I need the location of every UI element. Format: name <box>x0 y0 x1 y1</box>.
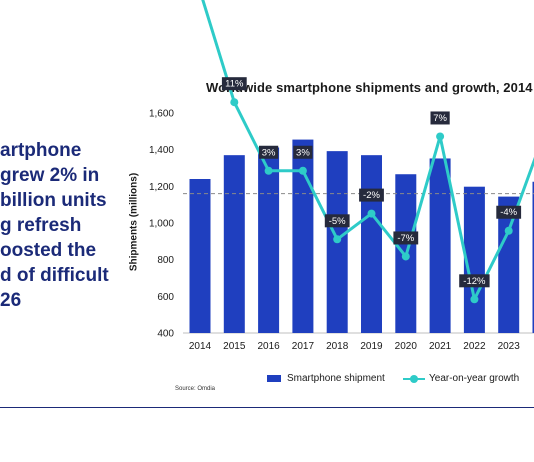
legend-label-shipment: Smartphone shipment <box>287 373 385 384</box>
legend-item-growth: Year-on-year growth <box>403 373 519 384</box>
growth-label: -2% <box>363 190 380 201</box>
x-tick-label: 2015 <box>223 341 246 352</box>
growth-label: 11% <box>225 79 244 90</box>
x-tick-label: 2016 <box>257 341 280 352</box>
growth-point <box>367 209 376 218</box>
headline-text: artphone grew 2% in billion units g refr… <box>0 138 150 313</box>
chart-svg: 400 600 800 1,000 1,200 1,400 1,600 2014 2015 201… <box>149 0 534 352</box>
bar <box>463 186 485 333</box>
y-tick-label: 1,200 <box>149 182 174 193</box>
growth-label: -12% <box>463 276 486 287</box>
growth-label-box <box>393 231 419 245</box>
bar <box>361 155 382 333</box>
source-note: Source: Omdia <box>175 386 216 392</box>
growth-point <box>504 226 513 235</box>
bar <box>532 181 534 333</box>
y-tick-label: 1,000 <box>149 219 174 230</box>
growth-label: -4% <box>500 207 517 218</box>
headline-line: billion units <box>0 190 107 211</box>
x-tick-label: 2019 <box>360 341 383 352</box>
legend-label-growth: Year-on-year growth <box>429 373 520 384</box>
bar <box>258 147 280 333</box>
growth-label-box <box>496 205 522 219</box>
growth-label: 7% <box>433 113 447 124</box>
headline-line: oosted the <box>0 240 97 261</box>
growth-point <box>333 235 342 244</box>
headline-line: g refresh <box>0 215 82 236</box>
growth-point <box>230 98 239 107</box>
growth-label: 3% <box>296 147 310 158</box>
growth-label-box <box>430 111 450 125</box>
bar <box>498 196 520 333</box>
legend-swatch-bar <box>267 375 281 382</box>
bar <box>429 158 451 333</box>
bar <box>189 179 211 333</box>
x-tick-label: 2020 <box>395 341 418 352</box>
y-tick-label: 800 <box>157 255 174 266</box>
headline-line: grew 2% in <box>0 165 100 186</box>
y-tick-label: 1,400 <box>149 145 174 156</box>
headline-line: 26 <box>0 290 22 311</box>
x-tick-label: 2017 <box>292 341 315 352</box>
growth-label-box <box>324 214 350 228</box>
x-tick-label: 2023 <box>498 341 521 352</box>
chart-title: Worldwide smartphone shipments and growt… <box>206 80 534 95</box>
x-tick-label: 2021 <box>429 341 452 352</box>
growth-label-box <box>293 145 313 159</box>
growth-label-box <box>459 274 490 288</box>
y-tick-label: 400 <box>157 329 174 340</box>
bottom-divider <box>0 407 534 408</box>
x-tick-label: 2014 <box>189 341 212 352</box>
growth-label: -7% <box>397 233 414 244</box>
bar <box>292 139 314 333</box>
growth-label-box <box>259 145 279 159</box>
legend-item-shipment: Smartphone shipment <box>267 373 385 384</box>
growth-point <box>264 166 273 175</box>
growth-label-box <box>359 188 384 202</box>
growth-point <box>470 295 479 304</box>
growth-point <box>401 252 410 261</box>
growth-label: 3% <box>262 147 276 158</box>
y-tick-label: 1,600 <box>149 109 174 120</box>
growth-point <box>298 166 307 175</box>
growth-point <box>436 132 445 141</box>
growth-label: -5% <box>329 216 346 227</box>
headline-line: artphone <box>0 140 82 161</box>
bar <box>223 155 245 333</box>
x-tick-label: 2018 <box>326 341 349 352</box>
x-tick-label: 2022 <box>463 341 486 352</box>
y-tick-label: 600 <box>157 292 174 303</box>
growth-label-box <box>221 77 247 91</box>
headline-line: d of difficult <box>0 265 109 286</box>
legend-swatch-line <box>403 374 425 384</box>
